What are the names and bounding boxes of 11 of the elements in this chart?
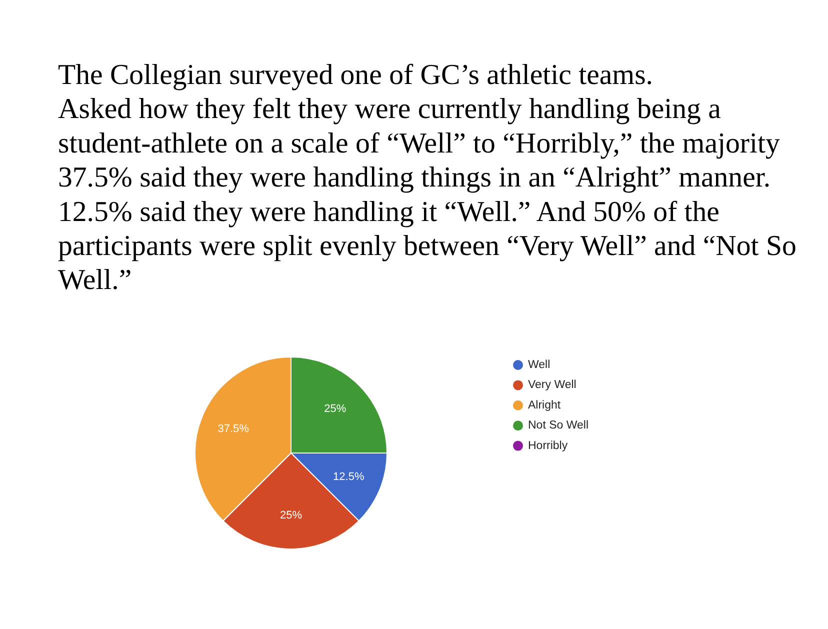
legend-label: Horribly [528, 440, 568, 452]
chart-title: The Collegian surveyed one of GC’s athletic teams. [58, 59, 653, 91]
legend-label: Alright [528, 399, 562, 412]
legend-label: Not So Well [528, 420, 589, 432]
data-label: 25% [280, 509, 302, 522]
data-label: 12.5% [333, 470, 364, 483]
legend-label: Well [528, 359, 550, 371]
legend-label: Very Well [528, 379, 576, 392]
data-label: 25% [324, 402, 346, 415]
data-label: 37.5% [218, 423, 250, 436]
chart-subtitle: Asked how they felt they were currently handling being a student-athlete on a scale of “Well” to “Horribly,” the majority 37.5% said they were handling things in an “Alright” manner. 12.5% said they were handling it “Well.” And 50% of the participants were split evenly between “Very Well” and “Not So Well.” [58, 93, 796, 296]
